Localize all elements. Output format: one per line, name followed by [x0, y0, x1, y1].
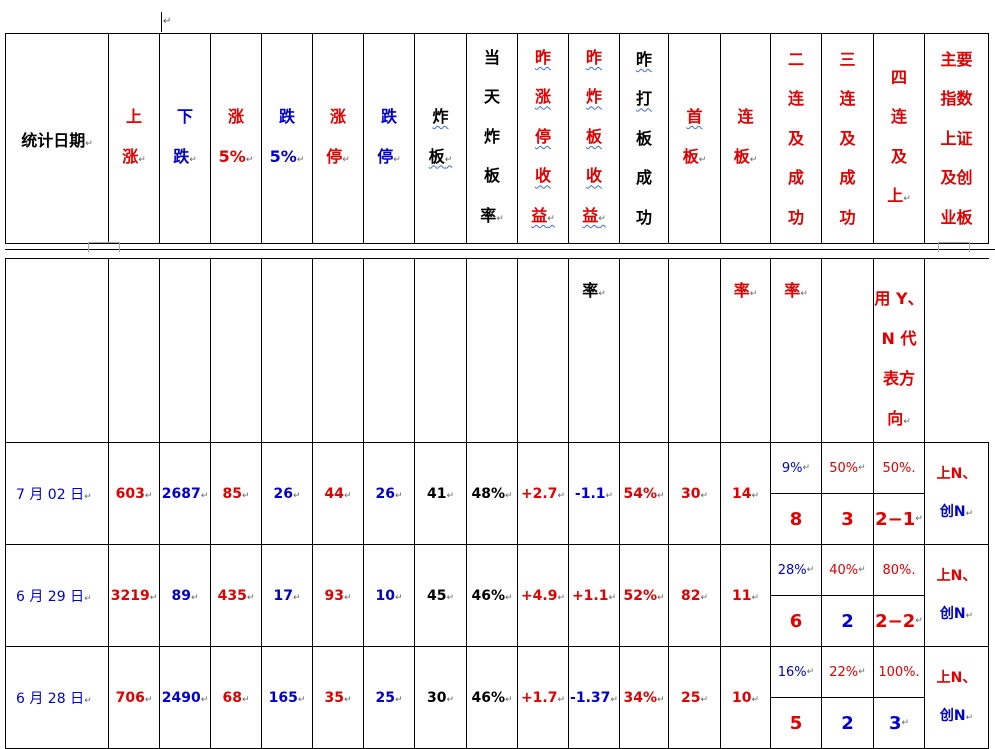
header-limit-up: 涨停	[312, 33, 364, 244]
cell-two-boards: 28%6	[770, 544, 822, 647]
row-date: 6 月 28 日	[5, 646, 109, 749]
header-up: 上涨	[108, 33, 160, 244]
cell-yest-limit-ret: +1.7	[517, 646, 569, 749]
cell-two-boards: 9%8	[770, 442, 822, 545]
cell-three-boards: 40%2	[821, 544, 874, 647]
cell-yest-limit-ret: +2.7	[517, 442, 569, 545]
cell-limit-down: 10	[363, 544, 415, 647]
table-split-mark	[938, 242, 970, 252]
cell-break-rate: 46%	[466, 646, 518, 749]
cell-limit-up: 35	[312, 646, 364, 749]
cell-index: 上N、 创N	[924, 442, 989, 545]
cell-up5: 85	[210, 442, 262, 545]
table-split-line	[5, 249, 995, 250]
cell-break: 41	[414, 442, 467, 545]
cell-down5: 165	[261, 646, 313, 749]
cell-limit-down: 26	[363, 442, 415, 545]
cell-yest-break-ret: +1.1	[568, 544, 620, 647]
cell-up: 3219	[108, 544, 160, 647]
cell-down: 89	[159, 544, 211, 647]
cell-limit-up: 93	[312, 544, 364, 647]
cell-limit-up: 44	[312, 442, 364, 545]
cell-four-boards: 50%. 2−1	[873, 442, 925, 545]
header-yest-break-ret: 昨炸板收益	[568, 33, 620, 244]
cell-break-rate: 46%	[466, 544, 518, 647]
cell-index: 上N、 创N	[924, 646, 989, 749]
header-consecutive: 连板	[720, 33, 771, 244]
cell-yest-reseal: 54%	[619, 442, 669, 545]
cell-yest-reseal: 52%	[619, 544, 669, 647]
cell-down: 2687	[159, 442, 211, 545]
cont-three-boards: 率	[770, 258, 822, 443]
cont-index: 用 Y、 N 代表方向	[873, 258, 925, 443]
table-row: 7 月 02 日 603 2687 85 26 44 26 41 48% +2.…	[5, 442, 989, 545]
cell-yest-reseal: 34%	[619, 646, 669, 749]
table-row: 6 月 29 日 3219 89 435 17 93 10 45 46% +4.…	[5, 544, 989, 647]
table-split-mark	[88, 242, 120, 252]
header-break: 炸板	[414, 33, 467, 244]
cell-down: 2490	[159, 646, 211, 749]
header-two-boards: 二连及成功	[770, 33, 822, 244]
header-index: 主要 指数 上证 及创 业板	[924, 33, 989, 244]
cell-limit-down: 25	[363, 646, 415, 749]
cell-first-board: 82	[668, 544, 721, 647]
cell-two-boards: 16%5	[770, 646, 822, 749]
cell-up5: 435	[210, 544, 262, 647]
paragraph-mark-icon: ↵	[163, 16, 172, 27]
cell-index: 上N、 创N	[924, 544, 989, 647]
cont-yest-reseal: 率	[568, 258, 620, 443]
header-limit-down: 跌停	[363, 33, 415, 244]
cell-break: 30	[414, 646, 467, 749]
cell-up: 603	[108, 442, 160, 545]
cell-three-boards: 50%3	[821, 442, 874, 545]
cell-down5: 17	[261, 544, 313, 647]
header-yest-reseal: 昨打板成功	[619, 33, 669, 244]
table-row: 6 月 28 日 706 2490 68 165 35 25 30 46% +1…	[5, 646, 989, 749]
cell-yest-limit-ret: +4.9	[517, 544, 569, 647]
cell-consecutive: 14	[720, 442, 771, 545]
header-yest-limit-ret: 昨涨停收益	[517, 33, 569, 244]
header-down: 下跌	[159, 33, 211, 244]
cell-up5: 68	[210, 646, 262, 749]
header-up5: 涨 5%	[210, 33, 262, 244]
header-tail-cell	[988, 33, 989, 244]
cell-up: 706	[108, 646, 160, 749]
cell-first-board: 30	[668, 442, 721, 545]
cell-consecutive: 11	[720, 544, 771, 647]
header-four-boards: 四连及上	[873, 33, 925, 244]
cell-four-boards: 100%. 3	[873, 646, 925, 749]
header-date: 统计日期	[5, 33, 109, 244]
cell-break-rate: 48%	[466, 442, 518, 545]
cell-yest-break-ret: -1.1	[568, 442, 620, 545]
cell-four-boards: 80%. 2−2	[873, 544, 925, 647]
cell-first-board: 25	[668, 646, 721, 749]
row-date: 6 月 29 日	[5, 544, 109, 647]
header-break-rate: 当天炸板率	[466, 33, 518, 244]
cell-yest-break-ret: -1.37	[568, 646, 620, 749]
header-three-boards: 三连及成功	[821, 33, 874, 244]
text-cursor	[161, 12, 162, 32]
cell-three-boards: 22%2	[821, 646, 874, 749]
cont-two-boards: 率	[720, 258, 771, 443]
row-date: 7 月 02 日	[5, 442, 109, 545]
cell-break: 45	[414, 544, 467, 647]
header-first-board: 首板	[668, 33, 721, 244]
cell-down5: 26	[261, 442, 313, 545]
cell-consecutive: 10	[720, 646, 771, 749]
header-down5: 跌 5%	[261, 33, 313, 244]
